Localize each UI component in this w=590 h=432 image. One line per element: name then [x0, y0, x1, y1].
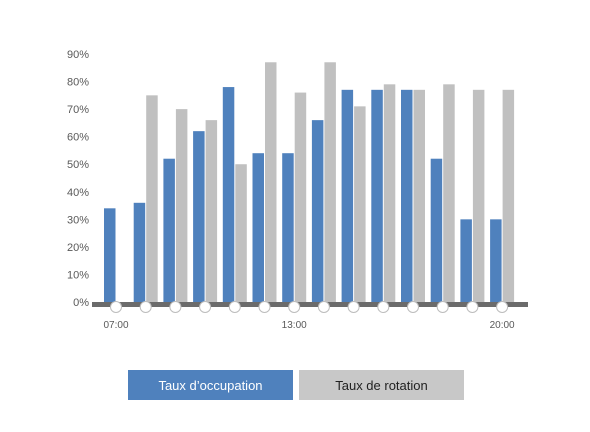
bar-rotation — [205, 120, 218, 302]
bar-occupation — [460, 219, 472, 302]
bar-rotation — [175, 109, 188, 302]
x-tick-label: 20:00 — [490, 320, 515, 331]
x-tick-label: 13:00 — [282, 320, 307, 331]
bar-rotation — [324, 62, 336, 303]
bar-occupation — [401, 89, 413, 302]
x-axis-markers — [110, 301, 509, 313]
bar-occupation — [282, 153, 294, 302]
x-axis-marker — [169, 301, 182, 313]
x-axis-marker — [496, 301, 509, 313]
y-tick-label: 70% — [67, 104, 89, 116]
x-axis-marker — [199, 301, 212, 313]
bar-rotation — [146, 95, 158, 302]
bar-rotation — [265, 62, 277, 303]
x-axis-marker — [347, 301, 360, 313]
y-tick-label: 30% — [67, 214, 89, 226]
y-tick-label: 40% — [67, 187, 89, 199]
bar-occupation — [252, 153, 264, 302]
bar-rotation — [383, 84, 396, 302]
legend-label-rotation: Taux de rotation — [335, 377, 428, 393]
bar-occupation — [222, 87, 235, 302]
x-axis-marker — [139, 301, 152, 313]
y-tick-label: 60% — [67, 132, 89, 144]
x-axis-marker — [110, 301, 122, 313]
bar-rotation — [443, 84, 455, 302]
bar-rotation — [472, 89, 485, 302]
x-axis-marker — [228, 301, 241, 313]
x-axis-marker — [436, 301, 449, 313]
y-tick-label: 10% — [67, 269, 89, 281]
y-tick-label: 0% — [73, 297, 89, 309]
bar-chart: 0% 10% 20% 30% 40% 50% 60% 70% 80% 90% 07:00 13:00… — [67, 49, 528, 331]
y-tick-label: 80% — [67, 77, 89, 89]
bar-rotation — [413, 89, 425, 302]
y-tick-label: 20% — [67, 242, 89, 254]
bar-occupation — [341, 89, 354, 302]
x-axis: 07:00 13:00 20:00 — [103, 320, 515, 331]
legend-item-occupation: Taux d’occupation — [128, 370, 293, 400]
x-axis-marker — [288, 301, 301, 313]
bars — [104, 62, 515, 303]
legend-label-occupation: Taux d’occupation — [158, 377, 263, 393]
y-tick-label: 90% — [67, 49, 89, 61]
bar-occupation — [490, 219, 502, 302]
bar-occupation — [430, 158, 443, 302]
x-axis-marker — [407, 301, 419, 313]
x-axis-marker — [466, 301, 479, 313]
bar-rotation — [354, 106, 366, 302]
y-tick-label: 50% — [67, 159, 89, 171]
x-axis-marker — [258, 301, 271, 313]
bar-occupation — [163, 158, 175, 302]
x-axis-line — [92, 302, 528, 307]
bar-occupation — [104, 208, 116, 302]
bar-occupation — [311, 120, 324, 302]
bar-occupation — [371, 89, 383, 302]
bar-rotation — [235, 164, 247, 302]
bar-rotation — [502, 89, 515, 302]
bar-rotation — [294, 92, 307, 302]
x-tick-label: 07:00 — [103, 320, 128, 331]
bar-occupation — [133, 202, 146, 302]
y-axis: 0% 10% 20% 30% 40% 50% 60% 70% 80% 90% — [67, 49, 89, 309]
bar-occupation — [193, 131, 205, 302]
x-axis-marker — [377, 301, 390, 313]
legend-item-rotation: Taux de rotation — [299, 370, 464, 400]
x-axis-marker — [317, 301, 330, 313]
